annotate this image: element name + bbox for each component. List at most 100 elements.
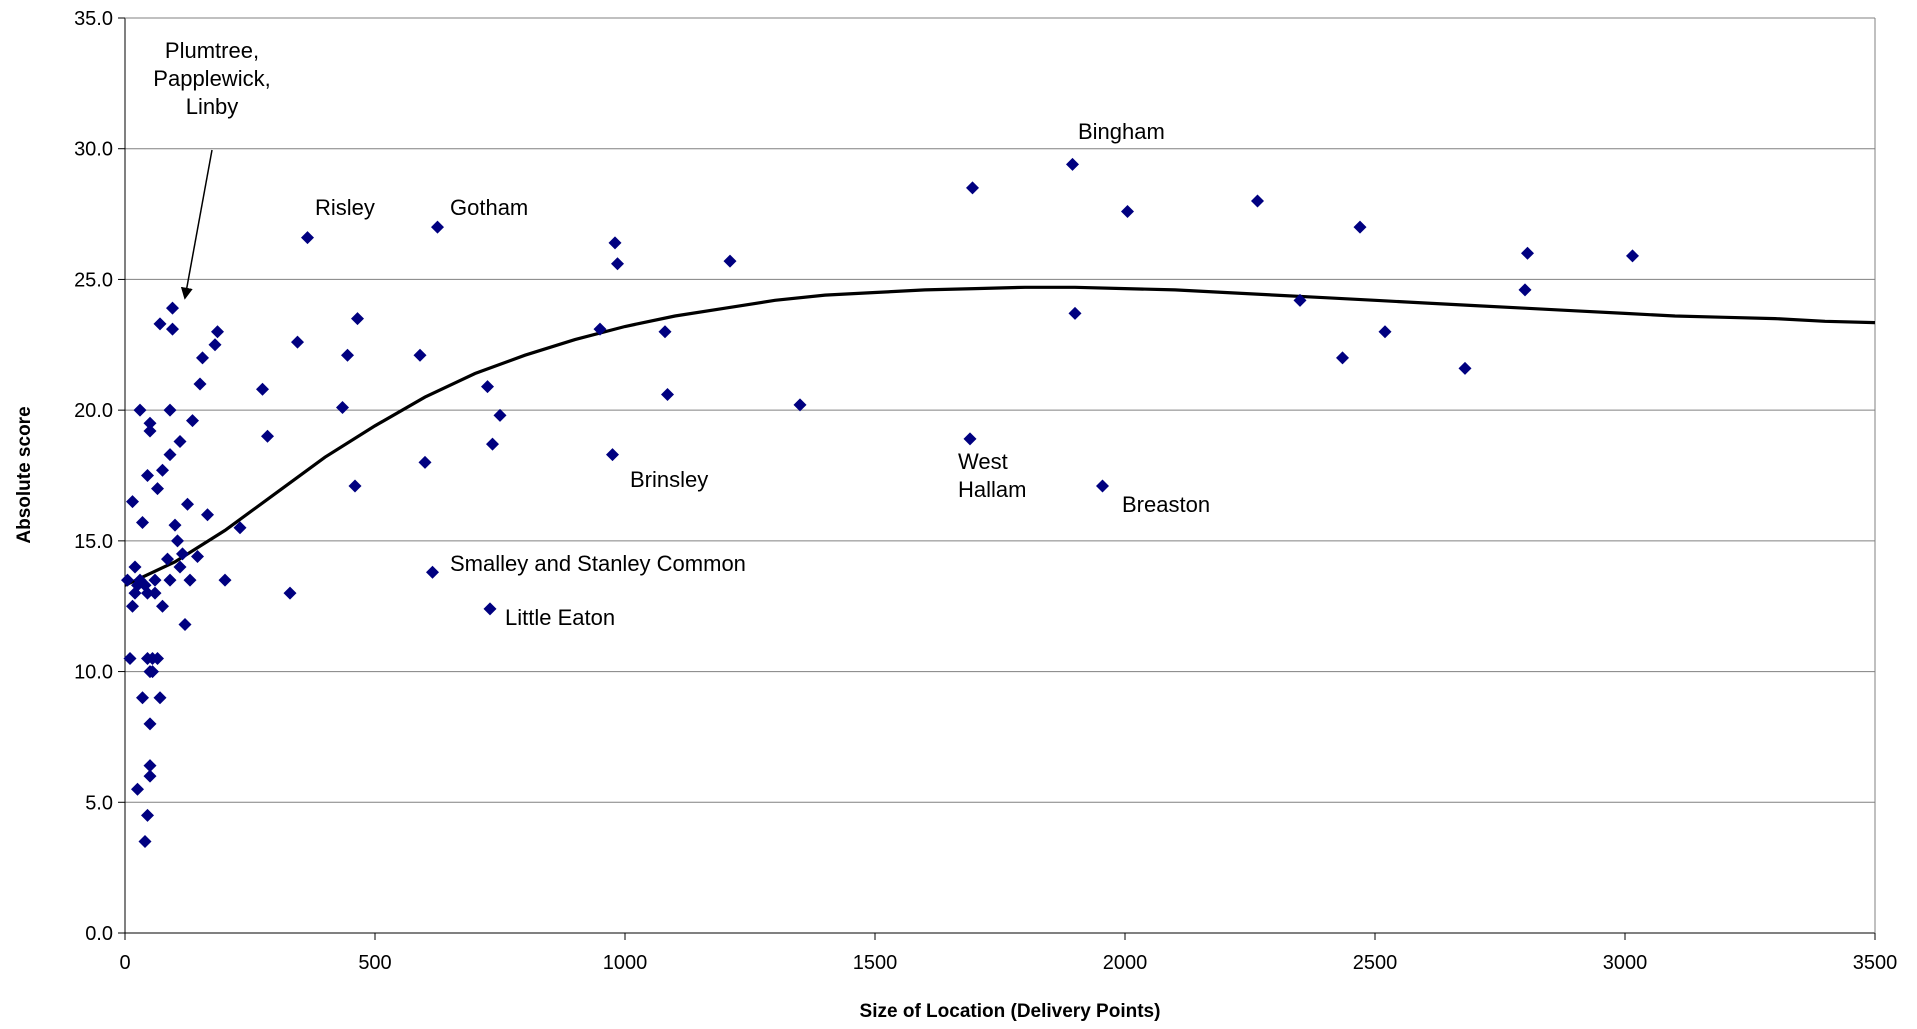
data-point (153, 691, 167, 705)
annotation-label: Plumtree, Papplewick, Linby (153, 38, 270, 119)
data-point (136, 516, 149, 530)
data-point (486, 437, 499, 451)
data-point (146, 665, 159, 679)
data-point (141, 808, 154, 822)
data-point (153, 317, 167, 331)
data-point (121, 573, 134, 587)
x-tick-label: 2500 (1353, 952, 1398, 974)
y-tick-label: 20.0 (74, 400, 113, 422)
annotation-label: Little Eaton (505, 605, 615, 630)
data-point (181, 497, 194, 511)
data-point (173, 435, 187, 449)
x-axis-title: Size of Location (Delivery Points) (860, 1001, 1161, 1022)
grid-lines (125, 17, 1875, 803)
data-point (191, 550, 204, 564)
data-point (1336, 351, 1349, 365)
data-point (138, 835, 152, 848)
data-point (256, 382, 269, 396)
data-point (963, 432, 977, 446)
annotation-label: Breaston (1122, 492, 1210, 517)
data-point (351, 312, 364, 326)
annotation-line: Papplewick, (153, 66, 270, 91)
annotation-line: Breaston (1122, 492, 1210, 517)
data-points (121, 157, 1639, 848)
data-point (141, 469, 154, 482)
annotation-line: Plumtree, (165, 38, 259, 63)
annotation-label: West Hallam (958, 449, 1026, 502)
data-point (148, 586, 162, 600)
data-point (173, 560, 187, 574)
data-point (413, 348, 427, 362)
data-point (166, 322, 179, 336)
x-tick-label: 1500 (853, 952, 898, 974)
data-point (166, 301, 179, 315)
data-point (156, 463, 169, 477)
x-tick-label: 0 (119, 952, 130, 974)
data-point (143, 717, 157, 731)
x-tick-label: 2000 (1103, 952, 1148, 974)
data-point (723, 254, 737, 268)
data-point (201, 508, 214, 522)
data-point (606, 448, 619, 462)
annotation-line: Hallam (958, 477, 1026, 502)
data-point (283, 586, 297, 600)
data-point (141, 586, 154, 600)
y-tick-label: 0.0 (85, 923, 113, 945)
data-point (171, 534, 184, 548)
data-point (481, 380, 494, 394)
data-point (301, 231, 314, 245)
data-point (163, 403, 177, 417)
data-point (1066, 157, 1079, 171)
x-tick-label: 1000 (603, 952, 648, 974)
y-tick-label: 10.0 (74, 662, 113, 684)
data-point (1096, 479, 1109, 493)
data-point (1068, 306, 1082, 320)
y-axis-title: Absolute score (14, 406, 35, 543)
data-point (431, 220, 444, 234)
axes: 0.0 5.0 10.0 15.0 20.0 25.0 30.0 35.0 0 500 1000 15… (74, 8, 1897, 974)
data-point (131, 782, 144, 796)
data-point (291, 335, 304, 349)
data-point (163, 448, 177, 462)
annotation-label: Smalley and Stanley Common (450, 551, 746, 576)
data-point (136, 691, 149, 705)
data-point (151, 652, 164, 665)
data-point (196, 351, 209, 365)
data-point (233, 521, 247, 535)
y-tick-label: 30.0 (74, 139, 113, 161)
data-point (1626, 249, 1639, 263)
data-point (133, 403, 147, 417)
data-point (193, 377, 207, 391)
data-point (143, 424, 157, 438)
data-point (126, 599, 139, 613)
annotation-label: Brinsley (630, 467, 708, 492)
data-point (143, 416, 157, 430)
data-point (418, 455, 432, 469)
data-point (178, 618, 192, 632)
annotation-line: Bingham (1078, 119, 1165, 144)
annotation-line: Little Eaton (505, 605, 615, 630)
annotation-arrow (180, 149, 213, 300)
data-point (1121, 204, 1134, 218)
data-point (151, 482, 164, 496)
x-tick-label: 500 (358, 952, 391, 974)
data-point (661, 387, 674, 401)
data-point (1378, 325, 1392, 339)
data-point (163, 573, 177, 587)
y-tick-label: 35.0 (74, 8, 113, 30)
data-point (148, 573, 162, 587)
annotation-line: Gotham (450, 195, 528, 220)
data-point (168, 518, 182, 532)
annotation-label: Risley (315, 195, 375, 220)
data-point (143, 759, 157, 773)
annotation-label: Bingham (1078, 119, 1165, 144)
y-tick-label: 15.0 (74, 531, 113, 553)
data-point (611, 257, 624, 271)
annotation-line: Smalley and Stanley Common (450, 551, 746, 576)
annotation-line: Linby (186, 94, 239, 119)
data-point (1251, 194, 1264, 208)
data-point (493, 408, 507, 422)
data-point (156, 599, 169, 613)
